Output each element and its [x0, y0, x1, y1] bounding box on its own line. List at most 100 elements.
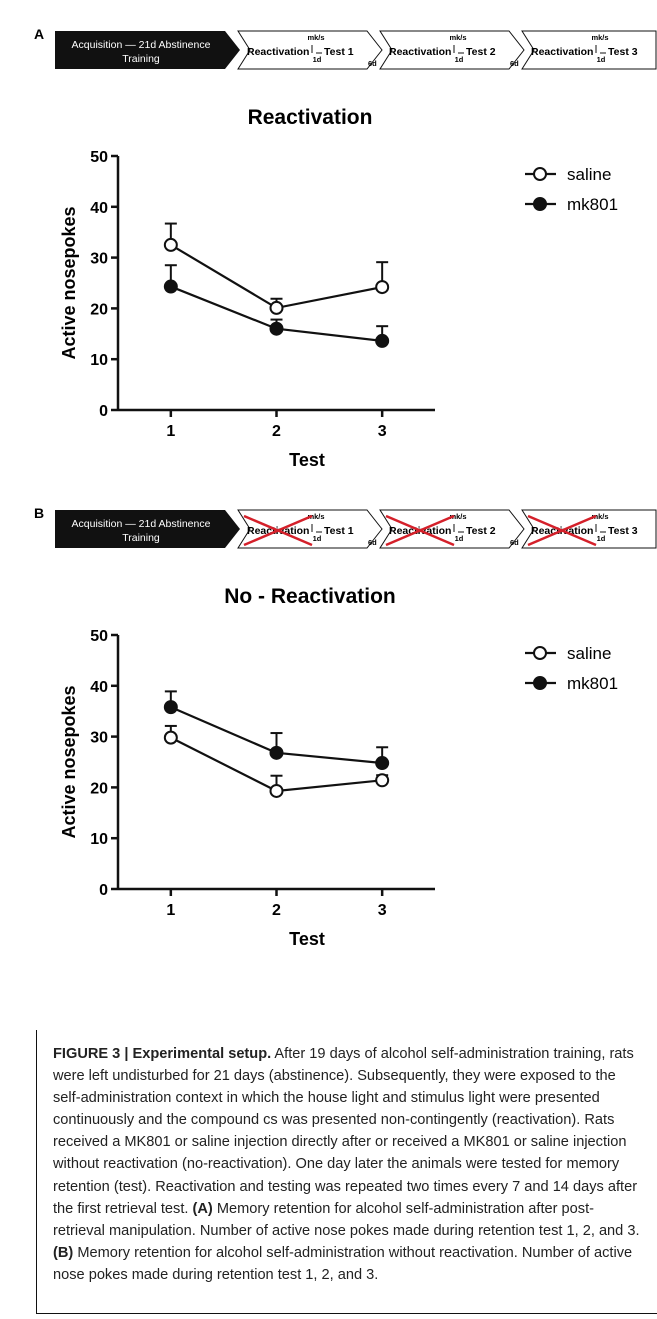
legend-marker [533, 676, 547, 690]
y-tick-label: 30 [90, 730, 108, 747]
acquisition-box [55, 31, 240, 69]
caption-text: After 19 days of alcohol self-administra… [53, 1046, 638, 1217]
timeline-step-box [379, 30, 525, 70]
caption-label: FIGURE 3 | Experimental setup. [53, 1046, 272, 1062]
y-tick-label: 50 [90, 149, 108, 166]
legend-label: mk801 [567, 674, 618, 693]
chart-reactivation: Reactivation 0 10 20 30 40 50 1 2 3 Test Active nos… [59, 106, 618, 470]
x-tick-label: 1 [166, 902, 175, 919]
y-tick-label: 0 [99, 403, 108, 420]
training-label: Training [122, 53, 160, 65]
test-label: Test 1 [324, 46, 354, 58]
x-tick-label: 2 [272, 423, 281, 440]
caption-a-label: (A) [192, 1200, 213, 1217]
delay-label: 1d [455, 55, 464, 64]
data-point-saline [163, 237, 178, 252]
legend-marker [533, 646, 547, 660]
acquisition-label: Acquisition — 21d Abstinence [72, 518, 211, 530]
test-label: Test 1 [324, 525, 354, 537]
panel-letter: B [34, 505, 44, 521]
gap-label: 6d [368, 538, 377, 547]
y-axis-label: Active nosepokes [59, 206, 79, 359]
data-point-mk801 [269, 321, 284, 336]
data-point-saline [269, 783, 284, 798]
timeline-step-box [237, 30, 383, 70]
y-tick-label: 10 [90, 352, 108, 369]
acquisition-label: Acquisition — 21d Abstinence [72, 39, 211, 51]
data-point-saline [163, 730, 178, 745]
figure-caption: FIGURE 3 | Experimental setup. After 19 … [53, 1043, 643, 1286]
data-point-saline [375, 280, 390, 295]
x-tick-label: 3 [378, 902, 387, 919]
reactivation-label: Reactivation [389, 46, 451, 58]
timeline-b: Acquisition — 21d AbstinenceTrainingReac… [55, 509, 657, 549]
cross-line [527, 514, 597, 547]
delay-label: 1d [313, 55, 322, 64]
data-point-saline [375, 773, 390, 788]
mks-label: mk/s [591, 33, 608, 42]
timeline-step-box [521, 509, 657, 549]
mks-label: mk/s [449, 33, 466, 42]
timeline-step-box [521, 30, 657, 70]
x-tick-label: 3 [378, 423, 387, 440]
chart-no-reactivation: No - Reactivation 0 10 20 30 40 50 1 2 3 Test Activ… [59, 585, 618, 949]
y-tick-label: 20 [90, 301, 108, 318]
mks-label: mk/s [591, 512, 608, 521]
test-label: Test 3 [608, 46, 638, 58]
data-point-mk801 [163, 279, 178, 294]
data-point-mk801 [375, 333, 390, 348]
gap-label: 6d [510, 538, 519, 547]
data-point-mk801 [269, 745, 284, 760]
mks-label: mk/s [307, 512, 324, 521]
training-label: Training [122, 532, 160, 544]
y-tick-label: 0 [99, 882, 108, 899]
legend-marker [533, 167, 547, 181]
y-tick-label: 40 [90, 679, 108, 696]
panel-b: B Acquisition — 21d AbstinenceTrainingRe… [34, 505, 657, 949]
y-tick-label: 30 [90, 251, 108, 268]
delay-label: 1d [455, 534, 464, 543]
test-label: Test 2 [466, 525, 496, 537]
y-tick-label: 50 [90, 628, 108, 645]
data-point-saline [269, 300, 284, 315]
caption-b-text: Memory retention for alcohol self-admini… [53, 1244, 633, 1283]
gap-label: 6d [368, 59, 377, 68]
legend-marker [533, 197, 547, 211]
timeline-a: Acquisition — 21d Abstinence Training Reac… [55, 30, 657, 70]
reactivation-label: Reactivation [531, 46, 593, 58]
reactivation-label: Reactivation [247, 46, 309, 58]
cross-line [243, 514, 313, 547]
y-tick-label: 40 [90, 200, 108, 217]
x-axis-label: Test [289, 929, 325, 949]
data-point-mk801 [375, 756, 390, 771]
x-tick-label: 1 [166, 423, 175, 440]
data-point-mk801 [163, 700, 178, 715]
legend-label: mk801 [567, 195, 618, 214]
test-label: Test 2 [466, 46, 496, 58]
timeline-step-box [379, 509, 525, 549]
caption-frame [36, 1030, 657, 1314]
y-tick-label: 20 [90, 780, 108, 797]
delay-label: 1d [597, 55, 606, 64]
legend-label: saline [567, 165, 611, 184]
figure-canvas: A Acquisition — 21d Abstinence Training Re… [34, 26, 657, 949]
caption-a-text: Memory retention for alcohol self-admini… [53, 1200, 640, 1239]
panel-letter: A [34, 26, 44, 42]
test-label: Test 3 [608, 525, 638, 537]
delay-label: 1d [597, 534, 606, 543]
mks-label: mk/s [449, 512, 466, 521]
gap-label: 6d [510, 59, 519, 68]
cross-line [385, 514, 455, 547]
y-tick-label: 10 [90, 831, 108, 848]
chart-title: No - Reactivation [224, 585, 396, 608]
y-axis-label: Active nosepokes [59, 685, 79, 838]
x-tick-label: 2 [272, 902, 281, 919]
panel-a: A Acquisition — 21d Abstinence Training Re… [34, 26, 657, 470]
x-axis-label: Test [289, 450, 325, 470]
chart-title: Reactivation [248, 106, 373, 129]
legend-label: saline [567, 644, 611, 663]
acquisition-box [55, 510, 240, 548]
delay-label: 1d [313, 534, 322, 543]
timeline-step-box [237, 509, 383, 549]
mks-label: mk/s [307, 33, 324, 42]
